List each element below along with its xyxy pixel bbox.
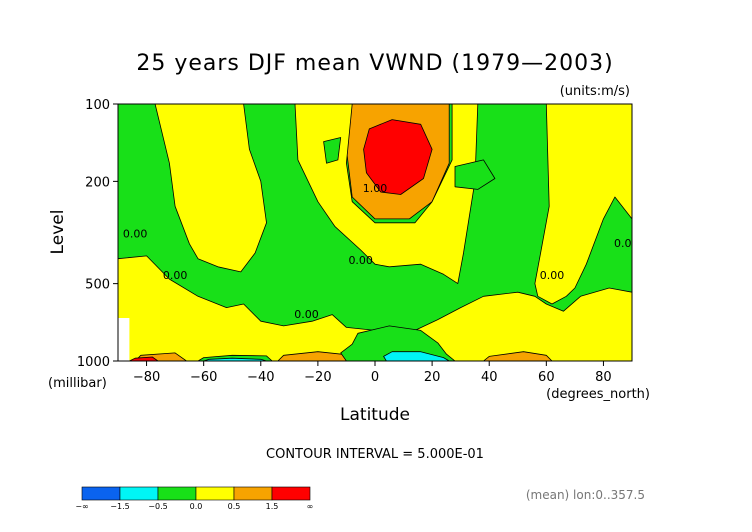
contour-region-8 [483, 351, 553, 361]
contour-region-1 [363, 119, 433, 195]
y-axis-ticks: 100 200 500 1000 [77, 98, 118, 370]
contour-label-6: 0.00 [614, 237, 639, 250]
contour-region-5 [118, 255, 632, 361]
x-unit-label: (degrees_north) [546, 387, 650, 402]
x-tick-label-2: −40 [247, 370, 274, 385]
colorbar-label-6: ∞ [307, 502, 314, 511]
colorbar-swatch-2 [157, 486, 197, 501]
y-tick-label-3: 1000 [77, 355, 110, 370]
colorbar [81, 486, 311, 501]
x-axis-title: Latitude [340, 405, 410, 425]
contour-region-16 [118, 318, 130, 361]
x-tick-label-7: 60 [538, 370, 555, 385]
contour-interval-label: CONTOUR INTERVAL = 5.000E-01 [266, 447, 484, 462]
x-axis-ticks: −80 −60 −40 −20 0 20 40 60 80 [133, 361, 612, 385]
contour-label-1: 0.00 [348, 254, 373, 267]
y-tick-label-1: 200 [85, 175, 110, 190]
colorbar-swatch-1 [119, 486, 159, 501]
colorbar-label-4: 0.5 [228, 502, 241, 511]
colorbar-swatch-4 [233, 486, 273, 501]
y-axis-title: Level [48, 210, 68, 255]
contour-region-13 [383, 351, 450, 361]
x-tick-label-4: 0 [371, 370, 379, 385]
contour-region-11 [340, 325, 456, 361]
contour-regions [118, 104, 632, 361]
y-tick-label-2: 500 [85, 278, 110, 293]
contour-label-0: 1.00 [363, 182, 388, 195]
footer-note: (mean) lon:0..357.5 [526, 488, 645, 502]
contour-region-9 [128, 356, 159, 361]
y-tick-label-0: 100 [85, 98, 110, 113]
contour-region-14 [323, 137, 342, 164]
x-tick-label-0: −80 [133, 370, 160, 385]
contour-label-4: 0.00 [294, 308, 319, 321]
colorbar-label-0: −∞ [75, 502, 88, 511]
colorbar-swatch-3 [195, 486, 235, 501]
colorbar-label-2: −0.5 [148, 502, 167, 511]
x-tick-label-1: −60 [190, 370, 217, 385]
x-tick-label-6: 40 [481, 370, 498, 385]
colorbar-swatch-0 [81, 486, 121, 501]
plot-area: 1.00 0.00 0.00 0.00 0.00 0.00 0.00 [118, 104, 639, 361]
contour-label-3: 0.00 [163, 269, 188, 282]
chart-title: 25 years DJF mean VWND (1979—2003) [136, 51, 613, 76]
contour-label-2: 0.00 [123, 227, 148, 240]
contour-label-5: 0.00 [540, 269, 565, 282]
x-tick-label-5: 20 [424, 370, 441, 385]
x-tick-label-3: −20 [304, 370, 331, 385]
colorbar-label-3: 0.0 [190, 502, 203, 511]
units-label: (units:m/s) [560, 84, 630, 99]
y-unit-label: (millibar) [48, 376, 107, 391]
colorbar-label-1: −1.5 [110, 502, 129, 511]
colorbar-label-5: 1.5 [266, 502, 279, 511]
colorbar-labels: −∞ −1.5 −0.5 0.0 0.5 1.5 ∞ [75, 502, 313, 511]
contour-region-15 [454, 159, 496, 190]
colorbar-swatch-5 [271, 486, 311, 501]
contour-labels: 1.00 0.00 0.00 0.00 0.00 0.00 0.00 [123, 182, 639, 321]
contour-region-3 [294, 104, 479, 285]
contour-region-4 [534, 104, 632, 305]
x-tick-label-8: 80 [595, 370, 612, 385]
contour-region-2 [118, 104, 267, 273]
